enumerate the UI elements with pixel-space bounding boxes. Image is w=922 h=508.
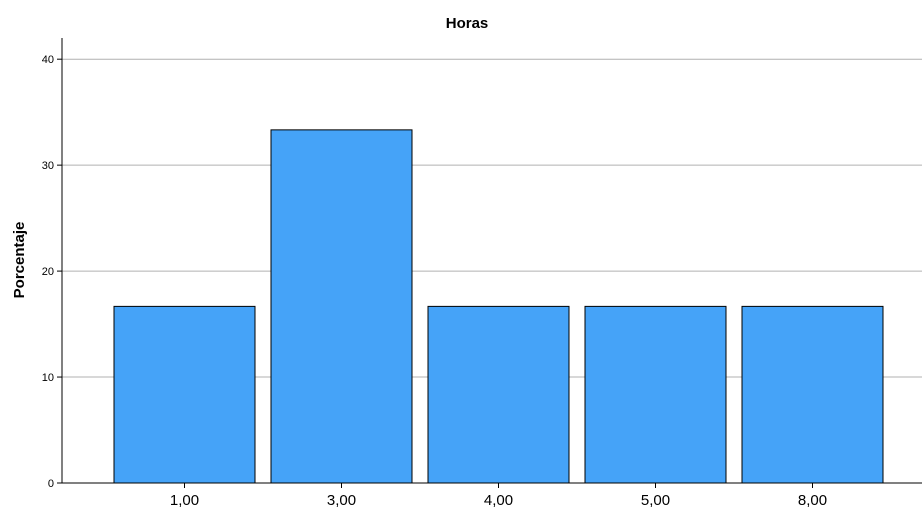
y-axis-label: Porcentaje — [11, 222, 28, 299]
bar-4,00 — [427, 305, 570, 484]
bar-3,00 — [270, 129, 413, 484]
x-tick-label: 5,00 — [641, 492, 670, 508]
x-axis-ticks: 1,00 3,00 4,00 5,00 8,00 — [170, 483, 827, 508]
y-tick-label: 10 — [42, 372, 54, 384]
bar-8,00 — [741, 305, 884, 484]
y-axis-ticks: 0 10 20 30 40 — [42, 54, 62, 490]
x-tick-label: 1,00 — [170, 492, 199, 508]
x-tick-label: 3,00 — [327, 492, 356, 508]
y-tick-label: 0 — [48, 478, 54, 490]
bar-1,00 — [113, 305, 256, 484]
x-tick-label: 8,00 — [798, 492, 827, 508]
chart-title: Horas — [446, 15, 489, 32]
y-tick-label: 40 — [42, 54, 54, 66]
bar-5,00 — [584, 305, 727, 484]
y-tick-label: 20 — [42, 266, 54, 278]
y-tick-label: 30 — [42, 160, 54, 172]
bars — [113, 129, 884, 484]
x-tick-label: 4,00 — [484, 492, 513, 508]
